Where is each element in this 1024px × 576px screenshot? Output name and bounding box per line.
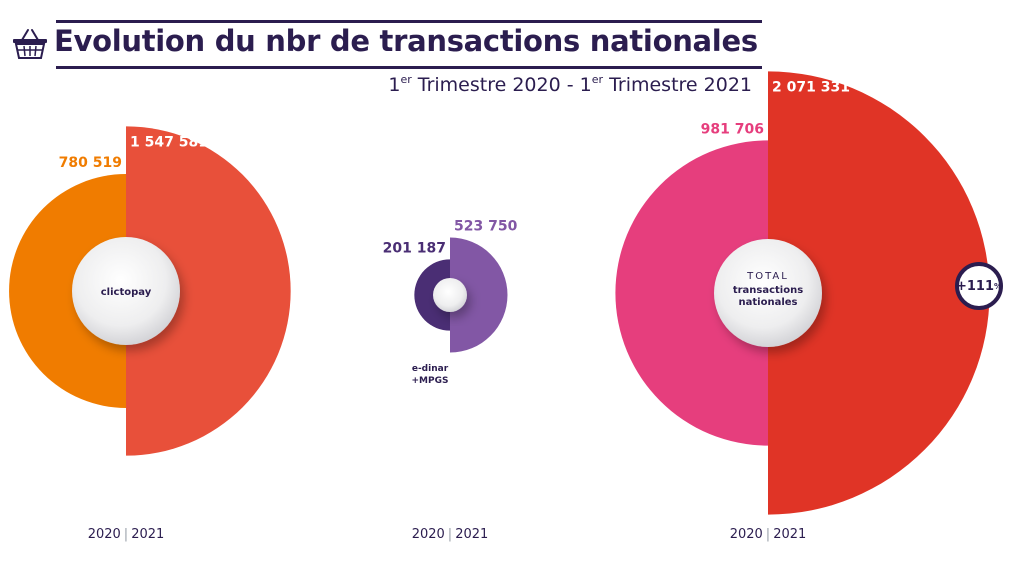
value-label-2020: 201 187 [383,240,446,256]
value-label-2021: 2 071 331 [772,79,850,95]
value-label-2020: 981 706 [701,121,764,137]
group-label: nationales [739,297,798,308]
bar-2021 [450,237,508,353]
value-label-2021: 523 750 [454,218,518,234]
center-disc [714,239,822,347]
value-label-2020: 780 519 [59,155,122,171]
center-disc [72,237,180,345]
bar-2021 [126,126,291,456]
bar-2020 [414,259,450,331]
group-label: transactions [733,285,803,296]
title-rule-top [56,20,762,23]
value-label-2021: 1 547 581 [130,134,208,150]
group-label: +MPGS [412,376,449,386]
page-title: Evolution du nbr de transactions nationa… [54,24,758,58]
subtitle: 1er Trimestre 2020 - 1er Trimestre 2021 [388,73,752,96]
shopping-basket-icon [13,29,47,59]
year-label-edinar: 2020 | 2021 [411,527,489,542]
bar-2020 [615,140,768,446]
year-label-total: 2020 | 2021 [729,527,807,542]
group-label: clictopay [101,287,152,298]
group-label-top: TOTAL [746,271,789,282]
year-label-clictopay: 2020 | 2021 [87,527,165,542]
bar-2021 [768,71,990,515]
center-disc [433,278,467,312]
title-rule-bottom [56,66,762,69]
bar-2020 [9,174,127,408]
group-label: e-dinar [412,364,449,374]
growth-badge: +111% [955,262,1003,310]
